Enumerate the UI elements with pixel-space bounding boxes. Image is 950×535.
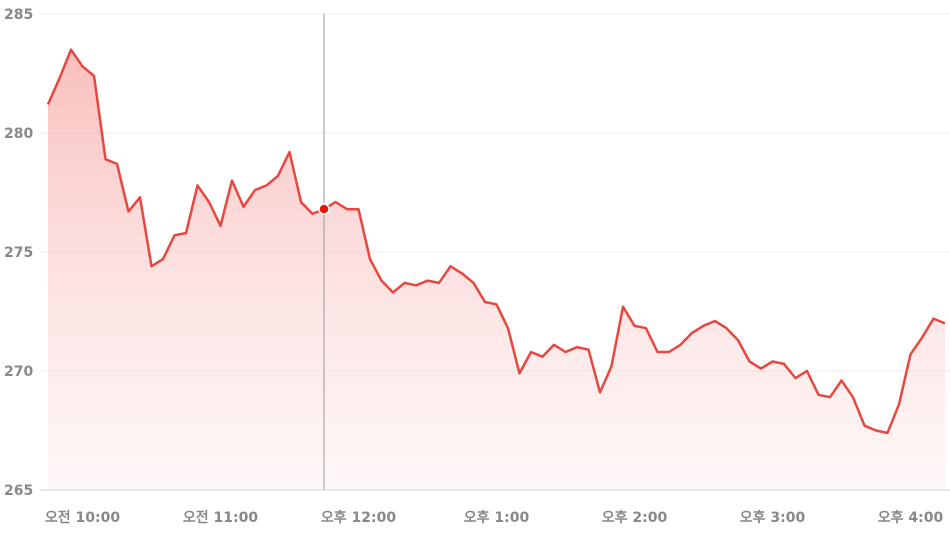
x-tick-label: 오전 11:00 bbox=[183, 509, 258, 526]
x-tick-label: 오전 10:00 bbox=[45, 509, 120, 526]
y-tick-label: 285 bbox=[4, 7, 33, 23]
area-fill bbox=[48, 49, 945, 490]
y-tick-label: 280 bbox=[4, 126, 33, 142]
y-tick-label: 275 bbox=[4, 245, 33, 261]
y-tick-label: 270 bbox=[4, 364, 33, 380]
x-tick-label: 오후 1:00 bbox=[464, 510, 530, 526]
x-tick-label: 오후 3:00 bbox=[740, 510, 806, 526]
y-tick-label: 265 bbox=[4, 483, 33, 499]
x-tick-label: 오후 2:00 bbox=[602, 510, 668, 526]
x-tick-label: 오후 12:00 bbox=[321, 510, 396, 526]
hover-point bbox=[318, 203, 330, 215]
x-tick-label: 오후 4:00 bbox=[878, 510, 944, 526]
price-line bbox=[46, 48, 946, 435]
